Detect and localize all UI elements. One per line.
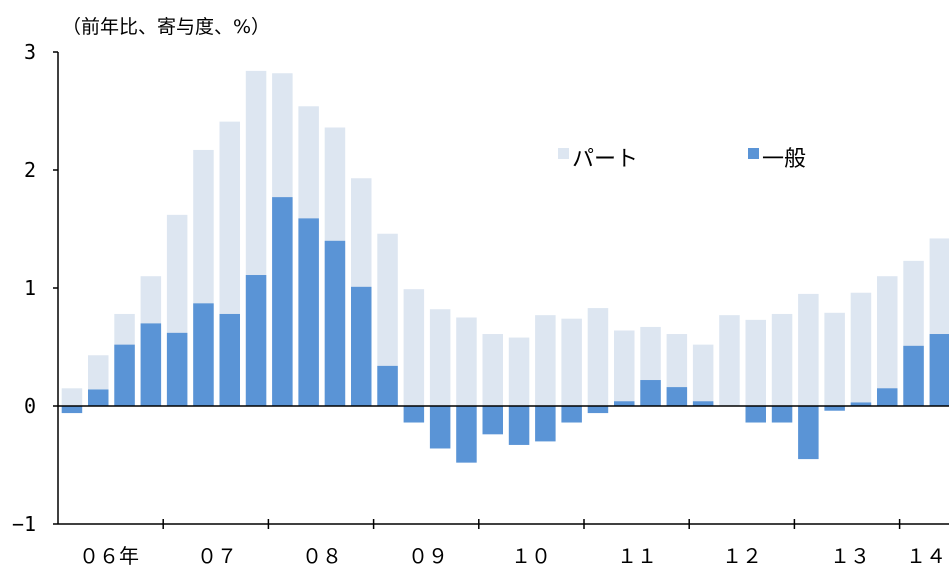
bar-general-29 [824,406,845,411]
legend: パート 一般 [558,147,806,172]
x-tick-label: １０ [511,544,551,568]
bar-part-27 [771,313,793,406]
bar-general-30 [850,402,872,406]
bar-part-21 [614,330,635,406]
legend-swatch-part [558,148,569,159]
bar-general-23 [666,387,688,406]
bar-general-20 [587,406,609,414]
bar-general-16 [482,406,503,435]
bar-general-19 [561,406,582,423]
x-tick-label: ０９ [408,544,448,568]
bar-general-12 [377,365,398,406]
bar-general-3 [140,323,162,406]
bar-general-5 [193,303,214,406]
bar-part-28 [798,293,819,406]
x-tick-label: ０８ [302,544,342,568]
bar-part-31 [877,276,898,406]
bar-general-21 [614,401,635,406]
legend-label-general: 一般 [762,147,806,172]
bar-part-25 [719,315,740,406]
bar-general-27 [771,406,793,423]
x-tick-label: ０７ [197,544,237,568]
bar-general-14 [429,406,451,449]
y-tick-label: 3 [24,40,36,64]
y-tick-label: 1 [24,276,36,300]
x-axis-ticks: ０６年 ０７ ０８ ０９ １０ １１ １２ １３ １４ [79,519,946,568]
legend-swatch-general [748,148,759,159]
bar-general-11 [351,286,372,406]
bar-part-20 [587,308,609,406]
bar-part-13 [403,289,425,406]
bar-part-12 [377,233,398,406]
y-axis-unit-label: （前年比、寄与度、%） [62,16,271,38]
bar-general-0 [61,406,83,414]
bar-part-17 [508,337,530,406]
bar-part-16 [482,334,503,406]
bar-general-13 [403,406,425,423]
bar-part-29 [824,312,845,406]
x-tick-label: １３ [830,544,870,568]
bar-general-9 [298,218,319,406]
bar-general-28 [798,406,819,460]
bar-general-15 [456,406,477,463]
bar-general-22 [640,380,661,406]
x-tick-label: ０６年 [79,544,139,568]
bar-general-26 [745,406,766,423]
bar-general-24 [692,401,714,406]
bar-part-15 [456,317,477,406]
bar-part-24 [692,344,714,406]
y-axis-ticks: −1 0 1 2 3 [12,40,58,536]
bar-general-10 [324,240,346,406]
x-tick-label: １２ [722,544,762,568]
bar-general-32 [903,345,924,406]
bar-part-18 [535,315,556,406]
x-tick-label: １４ [906,544,946,568]
bar-general-2 [114,344,135,406]
x-tick-label: １１ [617,544,657,568]
bar-part-14 [429,309,451,406]
bar-general-7 [245,275,267,406]
y-tick-label: 2 [24,158,36,182]
bar-general-8 [272,197,293,406]
bar-part-26 [745,319,766,406]
bar-part-0 [61,388,83,406]
y-tick-label: 0 [24,394,36,418]
bar-part-19 [561,318,582,406]
bar-part-30 [850,292,872,406]
series-general-bars [61,197,949,463]
y-tick-label: −1 [12,512,36,536]
bar-general-6 [219,313,240,406]
bar-general-31 [877,388,898,406]
bar-general-4 [166,332,188,406]
legend-label-part: パート [572,147,638,172]
bar-general-1 [88,389,109,406]
bar-general-17 [508,406,530,445]
bar-general-33 [929,334,949,406]
bar-general-18 [535,406,556,442]
